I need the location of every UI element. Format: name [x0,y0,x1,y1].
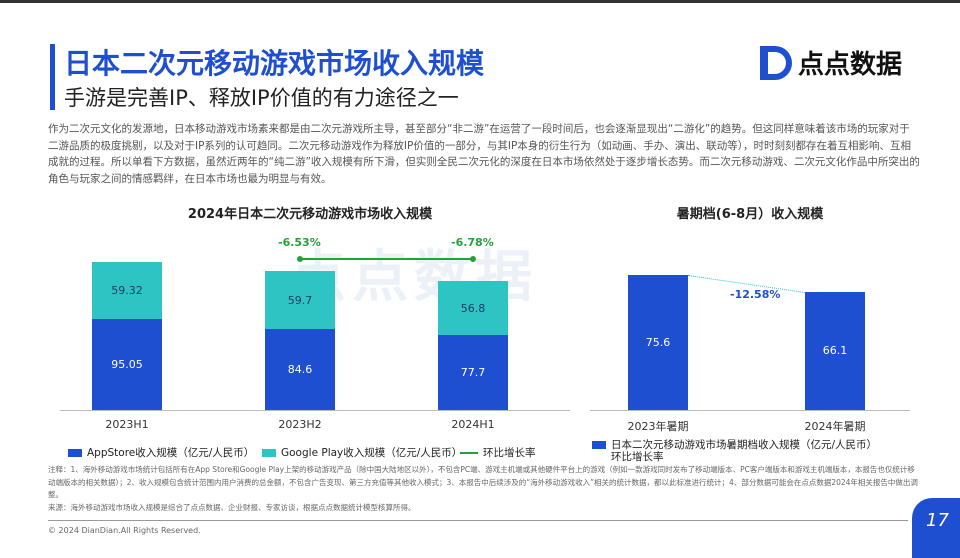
legend-swatch [262,448,276,457]
bar-googleplay: 59.32 [92,261,162,319]
legend-label: 日本二次元移动游戏市场暑期档收入规模（亿元/人民币） [611,439,878,451]
logo: 点点数据 [760,44,902,81]
note-text: 注释：1、海外移动游戏市场统计包括所有在App Store和Google Pla… [48,465,918,499]
legend-summer-growth: 环比增长率 [611,449,664,464]
legend-swatch [68,448,82,457]
x-tick-label: 2023年暑期 [627,420,689,433]
x-tick-label: 2024H1 [451,418,495,431]
legend-label: 环比增长率 [483,447,536,459]
growth-point [470,256,476,262]
legend-appstore: AppStore收入规模（亿元/人民币） [68,445,254,460]
copyright: © 2024 DianDian.All Rights Reserved. [48,526,201,535]
bar-summer: 66.1 [805,291,865,410]
growth-point [297,256,303,262]
legend-label: AppStore收入规模（亿元/人民币） [87,447,255,459]
x-tick-label: 2023H1 [105,418,149,431]
legend-label: 环比增长率 [611,451,664,463]
bar-googleplay: 59.7 [265,271,335,329]
legend-summer: 日本二次元移动游戏市场暑期档收入规模（亿元/人民币） [592,437,877,452]
page-number: 17 [912,498,960,558]
legend-line [460,451,478,454]
bar-appstore: 77.7 [438,335,508,410]
legend-swatch [592,440,606,449]
growth-label: -6.78% [451,236,494,249]
growth-label: -12.58% [730,288,781,301]
page-subtitle: 手游是完善IP、释放IP价值的有力途径之一 [64,86,459,110]
x-axis [60,410,570,411]
top-border [0,0,960,3]
x-axis [590,410,910,411]
bar-appstore: 95.05 [92,318,162,410]
intro-paragraph: 作为二次元文化的发源地，日本移动游戏市场素来都是由二次元游戏所主导，甚至部分“非… [48,123,920,185]
left-chart-title: 2024年日本二次元移动游戏市场收入规模 [187,207,433,222]
footer-divider [48,520,908,521]
growth-line [300,258,473,260]
logo-text: 点点数据 [798,50,903,80]
title-accent-bar [50,44,55,110]
bar-googleplay: 56.8 [438,280,508,336]
notes: 注释：1、海外移动游戏市场统计包括所有在App Store和Google Pla… [48,464,920,514]
legend-growth: 环比增长率 [460,445,536,460]
x-tick-label: 2024年暑期 [804,420,866,433]
x-tick-label: 2023H2 [278,418,322,431]
bar-appstore: 84.6 [265,328,335,410]
legend-label: Google Play收入规模（亿元/人民币） [281,447,463,459]
bar-summer: 75.6 [628,274,688,410]
growth-label: -6.53% [278,236,321,249]
logo-mark-icon [760,45,792,80]
page-title: 日本二次元移动游戏市场收入规模 [64,47,485,80]
right-chart-title: 暑期档(6-8月）收入规模 [676,207,824,222]
source-text: 来源：海外移动游戏市场收入规模是综合了点点数据、企业财报、专家访谈，根据点点数据… [48,502,416,512]
legend-googleplay: Google Play收入规模（亿元/人民币） [262,445,462,460]
